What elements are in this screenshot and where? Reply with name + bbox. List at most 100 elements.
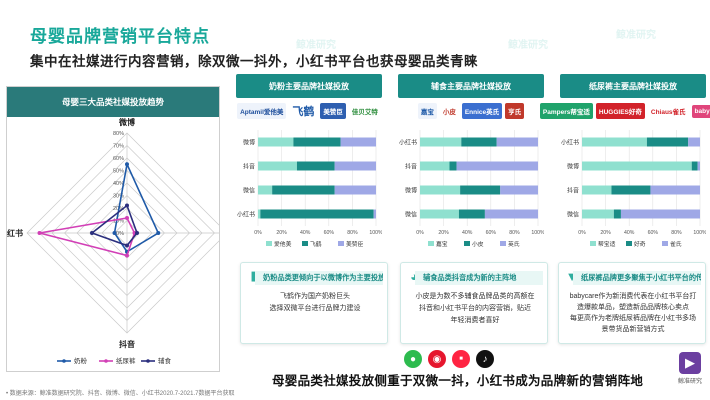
bar-segment — [691, 161, 698, 171]
bar-segment — [456, 161, 538, 171]
radar-axis-label: 小红书 — [7, 228, 23, 238]
chart-title: 纸尿裤主要品牌社媒投放 — [560, 74, 706, 98]
radar-data-point — [90, 231, 94, 235]
legend-label: 嘉宝 — [436, 240, 448, 248]
bar-segment — [293, 137, 341, 147]
legend-marker — [146, 359, 150, 363]
brand-logos: Pampers帮宝适 HUGGIES好奇 Chiaus雀氏 babycare — [539, 98, 710, 124]
bar-segment — [340, 137, 376, 147]
insight-card-body: 飞鹤作为国产奶粉巨头 选择双微平台进行品牌力建设 — [249, 291, 381, 315]
bar-segment — [646, 137, 689, 147]
category-label: 抖音 — [567, 187, 579, 195]
legend-swatch — [302, 241, 308, 246]
bar-segment — [582, 185, 612, 195]
bar-segment — [420, 161, 450, 171]
tick-label: 100% — [531, 230, 544, 236]
bar-segment — [582, 137, 647, 147]
radar-data-point — [112, 231, 117, 235]
tick-label: 20% — [600, 230, 611, 236]
insight-card-line: 年轻消费者喜好 — [450, 317, 500, 324]
conclusion-text: 母婴品类社媒投放侧重于双微一抖，小红书成为品牌新的营销阵地 — [272, 374, 644, 388]
wechat-icon: ● — [404, 350, 422, 368]
milk-powder-chart-panel: 奶粉主要品牌社媒投放 Aptamil爱他美 飞鹤 美赞臣 佳贝艾特 0% 20% 4… — [236, 74, 382, 250]
legend-label: 小皮 — [472, 240, 484, 248]
insight-card-baby-food: ◕ 辅食品类抖音成为新的主阵地 小皮是为数不多辅食品牌品类的高额在 抖音和小红书… — [400, 262, 548, 344]
category-label: 小红书 — [237, 211, 255, 219]
bar-segment — [449, 161, 457, 171]
radar-tick-label: 50% — [113, 169, 124, 175]
legend-swatch — [626, 241, 632, 246]
legend-swatch — [500, 241, 506, 246]
legend-label: 美赞臣 — [346, 240, 364, 248]
insight-card-heading: 纸尿裤品牌更多聚焦于小红书平台的传播 — [573, 271, 701, 285]
brand-logos: 嘉宝 小皮 Ennice英氏 亨氏 — [398, 98, 544, 124]
insight-card-body: 小皮是为数不多辅食品牌品类的高额在 抖音和小红书平台的内容营销，贴近 年轻消费者… — [409, 291, 541, 327]
bar-segment — [373, 209, 376, 219]
radar-data-point — [125, 216, 129, 220]
category-label: 微信 — [243, 187, 255, 195]
bar-segment — [272, 185, 335, 195]
insight-card-line: 景带货品新营销方式 — [601, 326, 665, 333]
bar-segment — [582, 209, 614, 219]
tick-label: 40% — [300, 230, 311, 236]
insight-card-line: babycare作为新消费代表在小红书平台打 — [569, 293, 697, 300]
bowl-icon: ◕ — [410, 268, 418, 284]
douyin-icon: ♪ — [476, 350, 494, 368]
radar-tick-label: 30% — [113, 194, 124, 200]
tick-label: 100% — [693, 230, 706, 236]
brand-logo-gerber: 嘉宝 — [417, 103, 437, 119]
tick-label: 20% — [276, 230, 287, 236]
radar-tick-label: 60% — [113, 156, 124, 162]
bar-segment — [258, 137, 294, 147]
radar-tick-label: 40% — [113, 181, 124, 187]
legend-label: 好奇 — [634, 240, 646, 248]
bar-segment — [296, 161, 335, 171]
legend-label: 英氏 — [508, 240, 520, 248]
watermark: 鲸准研究 — [616, 30, 656, 41]
legend-marker — [62, 359, 66, 363]
category-label: 微博 — [243, 139, 255, 147]
legend-swatch — [266, 241, 272, 246]
chart-title: 辅食主要品牌社媒投放 — [398, 74, 544, 98]
brand-logo-meadjohnson: 美赞臣 — [320, 103, 346, 119]
brand-logo-pampers: Pampers帮宝适 — [539, 103, 593, 119]
legend-label: 帮宝适 — [598, 240, 616, 248]
tick-label: 60% — [486, 230, 497, 236]
category-label: 微博 — [567, 163, 579, 171]
radar-data-point — [135, 231, 139, 235]
tick-label: 0% — [416, 230, 424, 236]
bar-segment — [420, 137, 462, 147]
legend-swatch — [590, 241, 596, 246]
bar-segment — [500, 185, 538, 195]
bar-segment — [460, 185, 501, 195]
radar-chart-title: 母婴三大品类社媒投放趋势 — [7, 87, 219, 117]
insight-card-line: 每更高作为老牌纸尿裤品牌在小红书多场 — [570, 315, 696, 322]
insight-card-diaper: ▼ 纸尿裤品牌更多聚焦于小红书平台的传播 babycare作为新消费代表在小红书… — [558, 262, 706, 344]
brand-logo-heinz: 亨氏 — [505, 103, 525, 119]
data-source-note: • 数据来源：鲸准数据研究院、抖音、微博、微信、小红书2020.7-2021.7… — [6, 391, 235, 397]
page-title: 母婴品牌营销平台特点 — [30, 27, 210, 46]
weibo-icon: ◉ — [428, 350, 446, 368]
tick-label: 0% — [578, 230, 586, 236]
legend-swatch — [428, 241, 434, 246]
baby-food-chart-panel: 辅食主要品牌社媒投放 嘉宝 小皮 Ennice英氏 亨氏 0% 20% 40% 60%… — [398, 74, 544, 250]
insight-card-heading: 奶粉品类更倾向于以微博作为主要投放平台 — [255, 271, 383, 285]
brand-logos: Aptamil爱他美 飞鹤 美赞臣 佳贝艾特 — [236, 98, 382, 124]
diaper-chart-panel: 纸尿裤主要品牌社媒投放 Pampers帮宝适 HUGGIES好奇 Chiaus雀… — [539, 74, 710, 250]
watermark: 鲸准研究 — [508, 40, 548, 51]
bar-segment — [496, 137, 538, 147]
tick-label: 60% — [648, 230, 659, 236]
bar-segment — [258, 185, 273, 195]
tick-label: 40% — [462, 230, 473, 236]
legend-label: 纸尿裤 — [116, 356, 136, 365]
tick-label: 60% — [324, 230, 335, 236]
tick-label: 80% — [671, 230, 682, 236]
xiaohongshu-icon: ■ — [452, 350, 470, 368]
category-label: 微博 — [405, 187, 417, 195]
bar-segment — [582, 161, 692, 171]
insight-card-body: babycare作为新消费代表在小红书平台打 造爆款单品，塑造新品品牌核心卖点 … — [567, 291, 699, 335]
legend-swatch — [464, 241, 470, 246]
brand-logo-huggies: HUGGIES好奇 — [595, 103, 645, 119]
